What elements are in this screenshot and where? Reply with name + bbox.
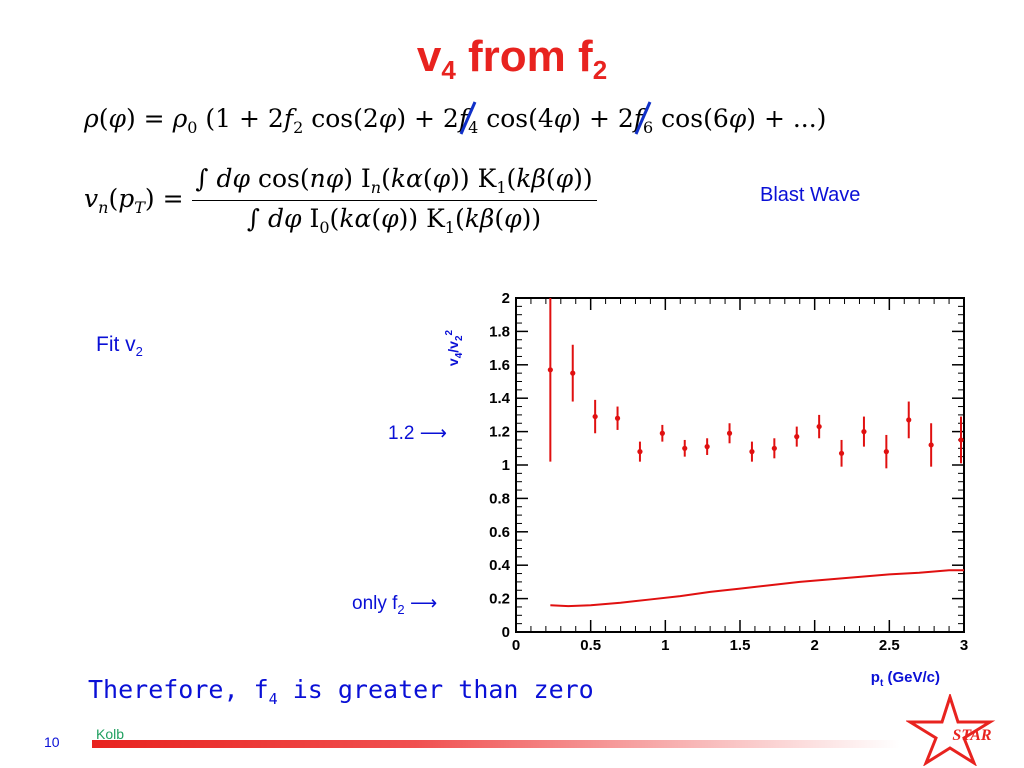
fit-v2-label: Fit v2 <box>96 333 143 360</box>
y-axis-label: v4/v22 <box>444 329 465 366</box>
v4-v2-ratio-chart: 0 0.5 1 1.5 2 2.5 3 0 0.2 0.4 0.6 0.8 1 1.2 1.4 1.6 1.8 2… <box>444 290 968 689</box>
chart-points <box>547 298 964 469</box>
data-point <box>614 415 621 421</box>
blast-wave-f2-curve <box>550 569 964 608</box>
x-axis-label: pt (GeV/c) <box>871 669 940 689</box>
data-point <box>547 367 553 373</box>
star-logo-icon: STAR <box>906 694 996 766</box>
y-tick-label: 1.6 <box>489 357 510 374</box>
y-tick-label: 0.8 <box>489 490 510 507</box>
blast-wave-label: Blast Wave <box>760 184 861 206</box>
arrow-right-icon: ⟶ <box>419 423 447 444</box>
struck-f4: f <box>459 101 477 135</box>
data-point <box>726 430 733 436</box>
slide-title: v4 from f2 <box>416 32 608 85</box>
x-tick-label: 0.5 <box>580 637 601 654</box>
data-point <box>883 449 889 455</box>
data-point <box>771 445 777 451</box>
y-tick-label: 1.4 <box>489 390 511 407</box>
data-point <box>958 437 964 443</box>
chart-ticks: 0 0.5 1 1.5 2 2.5 3 0 0.2 0.4 0.6 0.8 1 1.2 1.4 1.6 1.8 2 <box>489 290 968 654</box>
arrow-right-icon: ⟶ <box>409 593 438 614</box>
data-point <box>906 417 912 423</box>
only-f2-label: only f2 ⟶ <box>352 593 438 617</box>
y-tick-label: 0.6 <box>489 524 510 541</box>
y-tick-label: 0.4 <box>489 557 511 574</box>
data-point <box>749 449 755 455</box>
x-tick-label: 2.5 <box>879 637 900 654</box>
data-point <box>704 444 710 450</box>
x-tick-label: 1.5 <box>730 637 751 654</box>
x-tick-label: 0 <box>512 637 520 654</box>
x-tick-label: 3 <box>960 637 968 654</box>
data-point <box>570 370 576 376</box>
data-point <box>794 434 800 440</box>
data-point <box>592 413 598 420</box>
y-tick-label: 0.2 <box>489 591 510 608</box>
density-equation: ρ(φ) = ρ0 (1 + 2f2 cos(2φ) + 2f 4 cos(4φ)… <box>84 101 827 137</box>
reference-value-label: 1.2 ⟶ <box>388 423 447 444</box>
data-point <box>816 423 822 430</box>
page-number: 10 <box>44 734 60 750</box>
y-tick-label: 1.2 <box>489 424 510 441</box>
data-point <box>637 449 643 455</box>
y-tick-label: 2 <box>502 290 510 307</box>
chart-curve <box>550 569 964 608</box>
conclusion-text: Therefore, f4 is greater than zero <box>88 675 594 708</box>
data-point <box>682 445 688 451</box>
author-credit: Kolb <box>96 726 125 742</box>
data-point <box>861 429 867 435</box>
y-tick-label: 0 <box>502 624 510 641</box>
y-tick-label: 1 <box>502 457 510 474</box>
data-point <box>838 450 845 456</box>
plot-frame <box>515 297 965 633</box>
star-logo-text: STAR <box>952 727 991 744</box>
struck-f6: f <box>634 101 652 135</box>
chart-axes <box>515 297 965 633</box>
footer-bar <box>92 740 900 748</box>
data-point <box>659 430 665 436</box>
y-tick-label: 1.8 <box>489 323 510 340</box>
x-tick-label: 2 <box>810 637 818 654</box>
x-tick-label: 1 <box>661 637 669 654</box>
data-point <box>928 442 934 448</box>
vn-equation: vn(pT) = ∫ dφ cos(nφ) In(kα(φ)) K1(kβ(φ)… <box>84 164 597 237</box>
